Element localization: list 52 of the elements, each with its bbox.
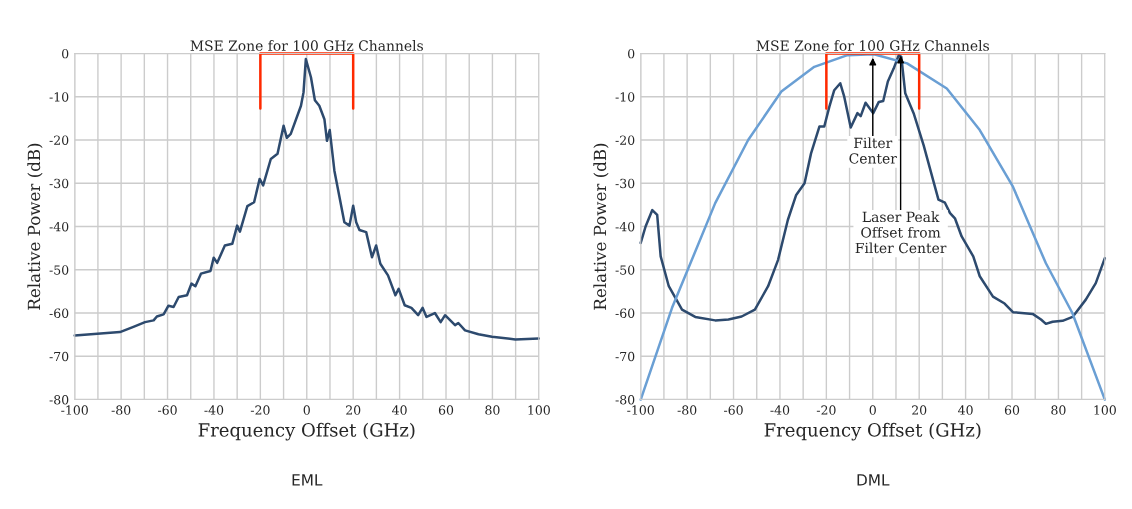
y-tick-label: 0 bbox=[62, 48, 69, 59]
x-tick-label: 80 bbox=[485, 405, 500, 415]
y-tick-label: -10 bbox=[49, 92, 69, 102]
x-tick-label: 100 bbox=[528, 405, 550, 415]
y-axis-title: Relative Power (dB) bbox=[27, 143, 43, 310]
x-tick-label: 20 bbox=[346, 405, 361, 415]
y-tick-label: 0 bbox=[628, 48, 635, 59]
x-tick-label: -60 bbox=[158, 405, 177, 415]
x-tick-label: 80 bbox=[1051, 405, 1066, 415]
y-tick-label: -70 bbox=[615, 351, 635, 362]
x-tick-label: -20 bbox=[250, 405, 270, 415]
x-tick-label: 100 bbox=[1094, 405, 1116, 415]
x-tick-label: 20 bbox=[912, 405, 927, 415]
chart-title: MSE Zone for 100 GHz Channels bbox=[190, 40, 423, 51]
y-tick-label: -80 bbox=[615, 395, 635, 405]
y-axis-title: Relative Power (dB) bbox=[593, 143, 609, 310]
x-tick-label: -100 bbox=[627, 405, 654, 415]
x-tick-label: -40 bbox=[770, 405, 790, 415]
x-tick-label: -20 bbox=[816, 405, 836, 415]
line-series bbox=[639, 53, 1107, 401]
x-tick-label: -60 bbox=[724, 405, 743, 415]
y-tick-label: -80 bbox=[49, 395, 69, 405]
y-tick-label: -70 bbox=[49, 351, 69, 362]
x-tick-label: 0 bbox=[303, 405, 310, 415]
x-tick-label: 40 bbox=[392, 405, 407, 415]
y-tick-label: -20 bbox=[615, 135, 635, 145]
y-tick-label: -40 bbox=[615, 221, 635, 232]
text: DML bbox=[857, 474, 890, 486]
y-tick-label: -50 bbox=[615, 265, 635, 275]
x-tick-label: 60 bbox=[1004, 405, 1020, 415]
x-axis-title: Frequency Offset (GHz) bbox=[764, 422, 981, 441]
chart-title: MSE Zone for 100 GHz Channels bbox=[756, 40, 989, 51]
y-tick-label: -60 bbox=[49, 308, 69, 318]
y-tick-label: -30 bbox=[49, 178, 69, 189]
annotation: Filter Center bbox=[849, 137, 897, 164]
x-tick-label: 60 bbox=[438, 405, 454, 415]
x-axis-title: Frequency Offset (GHz) bbox=[198, 422, 415, 441]
y-tick-label: -30 bbox=[615, 178, 635, 189]
y-tick-label: -20 bbox=[49, 135, 69, 145]
x-tick-label: 0 bbox=[869, 405, 876, 415]
x-tick-label: -80 bbox=[677, 405, 697, 415]
annotation: Laser Peak Offset from Filter Center bbox=[855, 211, 947, 254]
line-series bbox=[73, 57, 541, 341]
y-tick-label: -60 bbox=[615, 308, 635, 318]
text: EML bbox=[292, 474, 323, 486]
x-tick-label: 40 bbox=[958, 405, 973, 415]
x-tick-label: -80 bbox=[111, 405, 131, 415]
y-tick-label: -40 bbox=[49, 221, 69, 232]
x-tick-label: -100 bbox=[61, 405, 88, 415]
y-tick-label: -50 bbox=[49, 265, 69, 275]
x-tick-label: -40 bbox=[204, 405, 224, 415]
y-tick-label: -10 bbox=[615, 92, 635, 102]
